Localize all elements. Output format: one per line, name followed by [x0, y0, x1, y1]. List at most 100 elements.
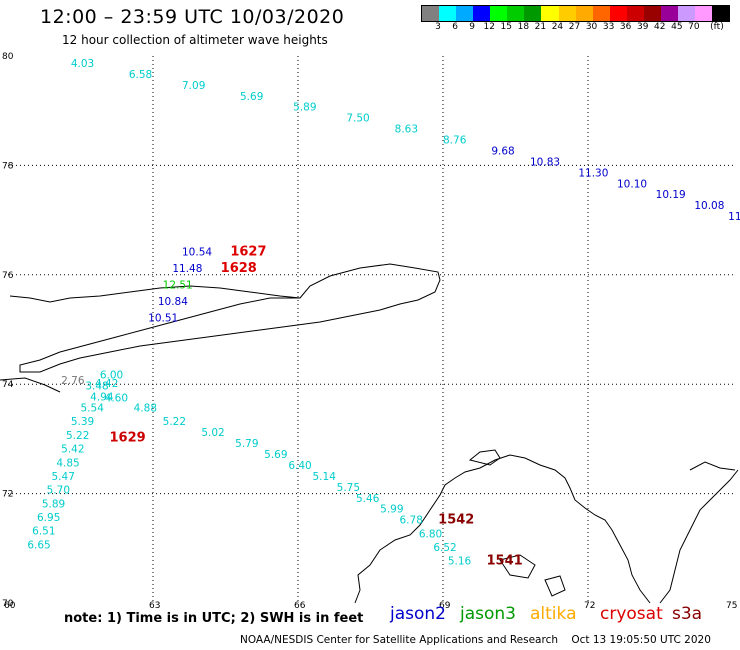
color-scale-swatch: [592, 6, 610, 21]
wave-height-label: 4.42: [95, 378, 118, 390]
color-scale-label: 18: [517, 22, 530, 32]
wave-height-label: 6.00: [100, 370, 123, 382]
wave-height-label: 11.: [728, 211, 740, 223]
color-scale-label: 12: [483, 22, 495, 32]
wave-height-label: 5.22: [66, 430, 89, 442]
lon-label: 63: [149, 601, 160, 611]
wave-height-label: 4.88: [134, 403, 157, 415]
wave-height-label: 5.22: [163, 416, 186, 428]
wave-height-label: 10.10: [617, 178, 647, 190]
coastline: [0, 263, 739, 604]
color-scale-swatch: [643, 6, 661, 21]
wave-height-label: 5.46: [356, 493, 380, 505]
wave-height-label: 5.39: [71, 416, 94, 428]
wave-height-label: 4.94: [90, 392, 114, 404]
color-scale-swatch: [473, 6, 491, 21]
wave-height-label: 11.48: [172, 263, 202, 275]
color-scale-label: 24: [551, 22, 564, 32]
color-scale-swatch: [490, 6, 508, 21]
satellite-legend-item: jason2: [390, 604, 446, 624]
wave-height-label: 6.65: [27, 539, 50, 551]
wave-height-label: 12.51: [163, 279, 193, 291]
wave-height-label: 4.60: [105, 393, 128, 405]
satellite-legend-item: cryosat: [600, 604, 663, 624]
wave-height-label: 7.09: [182, 80, 205, 92]
wave-height-label: 5.69: [264, 449, 287, 461]
lat-label: 78: [2, 161, 14, 171]
color-scale-label: 30: [585, 22, 598, 32]
wave-height-label: 5.02: [201, 427, 224, 439]
lon-label: 75: [726, 601, 737, 611]
color-scale-label: 42: [654, 22, 666, 32]
lat-label: 74: [2, 380, 14, 390]
color-scale-label: 70: [688, 22, 700, 32]
pass-time-label: 1628: [221, 261, 257, 276]
pass-time-label: 1627: [230, 245, 266, 260]
color-scale-swatch: [422, 6, 440, 21]
wave-height-label: 3.48: [85, 381, 108, 393]
color-scale-swatch: [507, 6, 525, 21]
lat-lon-grid: [8, 56, 733, 603]
pass-time-label: 1629: [110, 431, 146, 446]
lat-label: 80: [2, 52, 14, 62]
color-scale-label: 21: [534, 22, 547, 32]
wave-height-label: 4.85: [56, 457, 79, 469]
wave-height-label: 10.83: [530, 156, 560, 168]
wave-height-label: 6.78: [400, 515, 423, 527]
color-scale-label: 36: [619, 22, 632, 32]
wave-height-label: 6.95: [37, 512, 60, 524]
color-scale-swatch: [575, 6, 593, 21]
wave-height-label: 11.30: [578, 167, 608, 179]
color-scale-labels: 3 6 9 12 15 18 21 24 27 30 33 36 39 42 45 70 (ft): [421, 22, 740, 34]
wave-height-label: 6.40: [288, 460, 311, 472]
wave-height-label: 10.08: [694, 200, 724, 212]
color-scale-label: 9: [469, 22, 476, 32]
wave-height-label: 5.47: [52, 471, 75, 483]
wave-height-label: 5.70: [47, 485, 70, 497]
wave-height-label: 10.51: [148, 312, 178, 324]
wave-height-label: 5.42: [61, 444, 84, 456]
wave-height-label: 8.76: [443, 135, 467, 147]
wave-height-label: 8.63: [395, 124, 418, 136]
pass-time-label: 1542: [438, 513, 474, 528]
wave-height-label: 5.16: [448, 556, 472, 568]
satellite-legend-item: altika: [530, 604, 577, 624]
wave-height-label: 5.89: [42, 498, 65, 510]
color-scale-label: 3: [435, 22, 441, 32]
color-scale-swatch: [712, 6, 730, 21]
wave-height-label: 9.68: [491, 145, 514, 157]
color-scale-swatch: [626, 6, 644, 21]
wave-height-label: 5.14: [313, 471, 337, 483]
satellite-legend-item: s3a: [672, 604, 703, 624]
color-scale-label: 45: [671, 22, 683, 32]
color-scale-swatch: [695, 6, 713, 21]
wave-height-label: 6.52: [433, 542, 456, 554]
color-scale-swatch: [456, 6, 474, 21]
lon-label: 72: [584, 601, 595, 611]
wave-height-label: 6.80: [419, 528, 442, 540]
color-scale-label: 33: [602, 22, 615, 32]
color-scale-swatch: [558, 6, 576, 21]
page-subtitle: 12 hour collection of altimeter wave hei…: [62, 33, 328, 47]
color-scale-swatch: [541, 6, 559, 21]
lon-label: 66: [294, 601, 306, 611]
color-scale-swatch: [660, 6, 678, 21]
credit-footer: NOAA/NESDIS Center for Satellite Applica…: [240, 634, 711, 646]
color-scale-swatch: [439, 6, 457, 21]
wave-height-label: 4.03: [71, 58, 94, 70]
wave-height-label: 10.84: [158, 296, 188, 308]
color-scale-swatch: [524, 6, 542, 21]
wave-height-label: 5.69: [240, 91, 263, 103]
lon-label: 69: [439, 601, 451, 611]
lat-label: 70: [2, 599, 14, 609]
satellite-legend-item: jason3: [460, 604, 516, 624]
lat-label: 76: [2, 271, 14, 281]
wave-height-label: 2.76: [61, 375, 85, 387]
page-title: 12:00 – 23:59 UTC 10/03/2020: [40, 6, 345, 28]
color-scale-swatch: [677, 6, 695, 21]
lon-label: 60: [4, 601, 16, 611]
color-scale-bar: [421, 5, 730, 22]
wave-height-label: 10.54: [182, 247, 212, 259]
